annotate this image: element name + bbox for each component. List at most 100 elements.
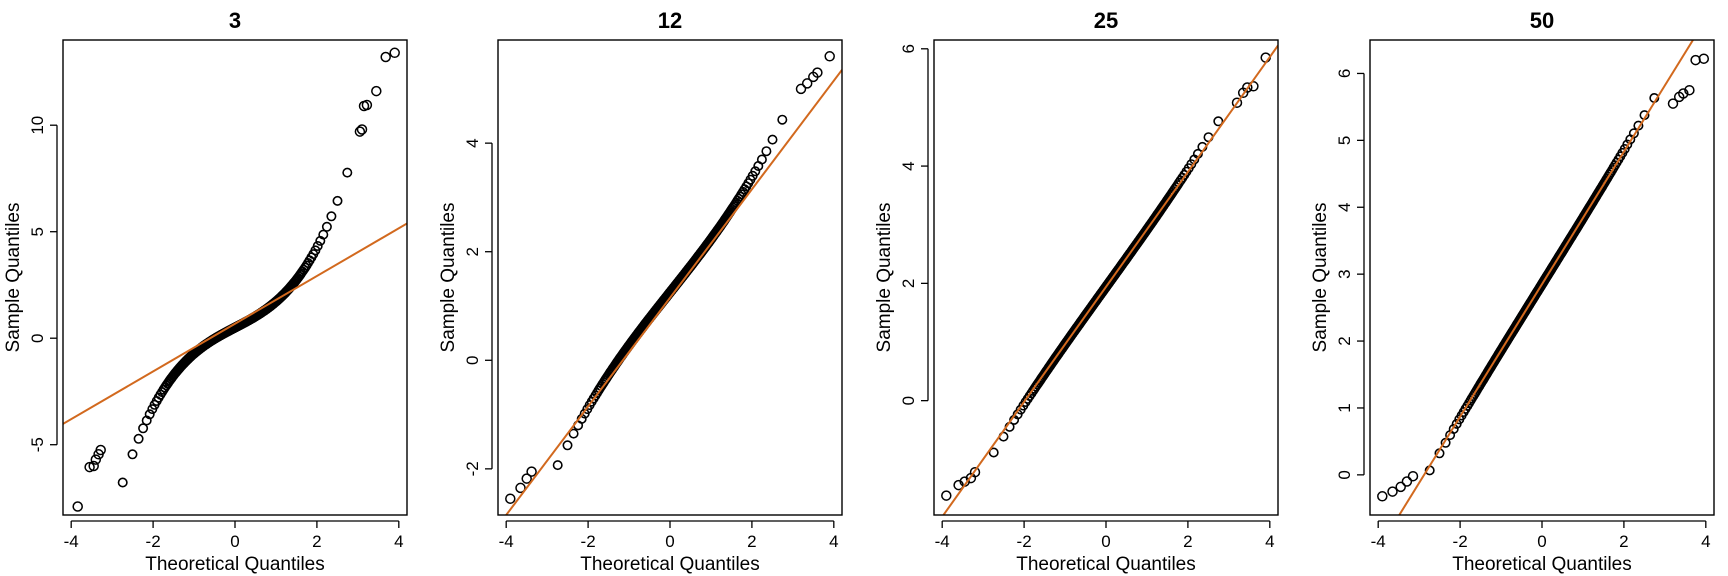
x-tick-label: -2 [146,532,161,551]
y-tick-label: 5 [28,227,47,236]
outlier-point [1387,486,1398,497]
panel-title: 50 [1530,8,1554,33]
y-axis-label: Sample Quantiles [438,203,459,353]
y-tick-label: 2 [463,247,482,256]
panel-title: 12 [658,8,682,33]
qq-panel-3: -4 -2 0 2 4 -5 0 5 10 3 Theoretical Quantiles Sampl… [3,8,408,575]
qq-panel-50: -4 -2 0 2 4 0 1 2 3 4 5 6 50 Theoretical Quantiles Sam… [1310,8,1715,575]
outlier-point [505,493,516,504]
outlier-point [356,124,368,135]
x-tick-label: 0 [1537,532,1546,551]
plot-frame [62,39,408,516]
reference-line [942,44,1278,515]
outlier-point [72,501,83,512]
reference-line [1398,40,1695,515]
x-tick-label: 4 [394,532,403,551]
outlier-point [1407,470,1419,482]
y-tick-label: 4 [463,138,482,147]
sample-point [1448,423,1459,434]
sample-point [117,477,128,488]
sample-points [72,47,400,512]
sample-point [138,423,149,434]
panel-title: 25 [1094,8,1118,33]
sample-points [1377,53,1710,502]
y-tick-label: 4 [1335,203,1354,212]
y-tick-label: 2 [1335,336,1354,345]
sample-point [342,167,353,178]
y-tick-label: 0 [899,396,918,405]
outlier-point [95,444,106,456]
plot-frame [497,39,843,516]
sample-point [761,146,772,157]
x-tick-label: 2 [1619,532,1628,551]
y-tick-label: 6 [899,44,918,53]
y-tick-label: 4 [899,161,918,170]
qq-panel-12: -4 -2 0 2 4 -2 0 2 4 12 Theoretical Quantiles Sampl… [438,8,843,575]
reference-line [504,69,842,515]
x-tick-label: 2 [1183,532,1192,551]
x-axis-label: Theoretical Quantiles [1452,554,1632,575]
y-tick-label: 2 [899,279,918,288]
outlier-point [1684,84,1695,96]
outlier-point [88,460,99,472]
x-tick-label: 4 [1701,532,1710,551]
y-tick-label: 3 [1335,269,1354,278]
sample-point [756,154,767,165]
sample-point [777,114,788,125]
outlier-point [371,85,382,97]
outlier-point [389,47,400,59]
x-tick-label: 0 [230,532,239,551]
panel-title: 3 [229,8,241,33]
outlier-point [380,51,391,63]
outlier-point [1678,88,1689,99]
reference-line [63,222,407,425]
x-axis-label: Theoretical Quantiles [1016,554,1196,575]
y-tick-label: -2 [463,461,482,476]
outlier-point [526,466,537,477]
sample-points [941,52,1271,501]
plot-frame [933,39,1279,516]
x-tick-label: -4 [1371,532,1386,551]
x-tick-label: -4 [935,532,950,551]
outlier-point [941,490,952,501]
sample-point [318,229,329,240]
qq-panel-25: -4 -2 0 2 4 0 2 4 6 25 Theoretical Quantiles Sample… [874,8,1279,575]
sample-point [562,440,573,451]
outlier-point [1242,82,1253,93]
y-tick-label: 1 [1335,403,1354,412]
sample-point [332,195,343,206]
x-axis-label: Theoretical Quantiles [580,554,760,575]
outlier-point [795,83,807,95]
x-tick-label: 2 [312,532,321,551]
sample-point [144,409,155,420]
y-tick-label: 6 [1335,69,1354,78]
outlier-point [812,67,823,78]
x-tick-label: 2 [747,532,756,551]
outlier-point [1395,481,1406,493]
y-tick-label: 5 [1335,136,1354,145]
outlier-point [521,473,532,484]
y-axis-label: Sample Quantiles [1310,203,1331,353]
outlier-point [1231,97,1243,108]
outlier-point [1401,476,1413,487]
outlier-point [354,126,366,137]
sample-point [1622,139,1633,150]
sample-point [767,134,778,145]
sample-point [750,166,761,177]
x-tick-label: -2 [581,532,596,551]
x-tick-label: 0 [1101,532,1110,551]
outlier-point [361,99,373,111]
y-tick-label: -5 [28,437,47,452]
x-tick-label: -2 [1453,532,1468,551]
outlier-point [90,454,102,465]
outlier-point [84,461,95,473]
y-tick-label: 0 [28,333,47,342]
sample-point [326,211,337,222]
sample-point [988,447,999,458]
sample-point [552,460,563,471]
outlier-point [515,482,526,494]
outlier-point [953,479,964,491]
sample-points [505,51,835,504]
x-tick-label: 0 [665,532,674,551]
